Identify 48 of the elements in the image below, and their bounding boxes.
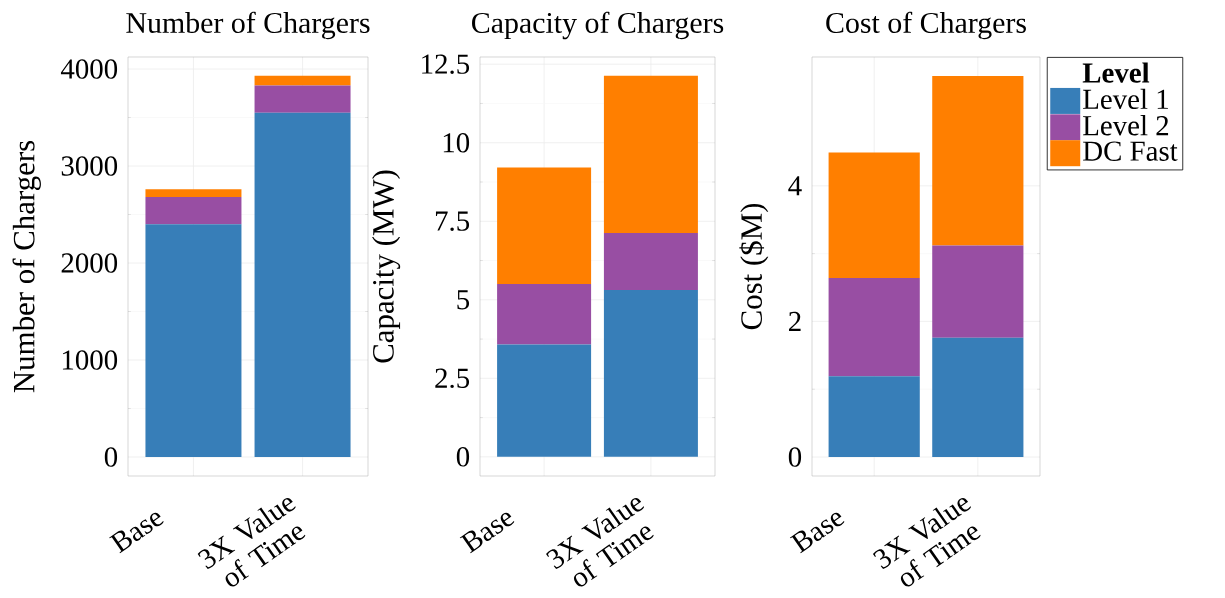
x-tick-label: Base	[109, 512, 164, 554]
bar	[932, 337, 1024, 458]
y-tick-label: 5	[457, 290, 470, 310]
bar	[603, 75, 698, 233]
bar	[497, 167, 592, 285]
bar	[254, 85, 351, 113]
bar	[497, 284, 592, 345]
bar	[828, 278, 920, 377]
bar	[603, 290, 698, 457]
y-tick-label: 2.5	[435, 368, 470, 389]
bar	[145, 197, 242, 225]
chart-title: Number of Chargers	[126, 11, 370, 40]
legend-label: DC Fast	[1083, 141, 1178, 161]
bar	[932, 75, 1024, 246]
y-tick-label: 1000	[62, 350, 118, 370]
y-tick-label: 2000	[61, 253, 118, 273]
y-tick-label: 2	[789, 311, 801, 331]
bar	[254, 112, 351, 457]
y-tick-label: 0	[104, 447, 118, 467]
y-tick-label: 4000	[60, 59, 118, 79]
y-tick-label: 4	[788, 176, 802, 196]
y-tick-label: 0	[788, 447, 802, 467]
chart-title: Cost of Chargers	[826, 11, 1026, 40]
legend-title: Level	[1082, 62, 1150, 83]
y-tick-label: 7.5	[435, 211, 470, 231]
x-tick-label: Base	[789, 512, 845, 554]
bar	[828, 376, 920, 458]
legend-label: Level 1	[1083, 88, 1168, 110]
y-tick-label: 0	[456, 447, 470, 467]
y-tick-label: 12.5	[422, 54, 470, 74]
y-axis-title: Capacity (MW)	[372, 170, 401, 363]
legend-label: Level 2	[1083, 115, 1169, 136]
y-tick-label: 10	[443, 132, 470, 153]
bar	[497, 344, 592, 457]
bar	[145, 224, 242, 457]
chart-title: Capacity of Chargers	[472, 11, 724, 40]
y-tick-label: 3000	[61, 156, 118, 176]
bar	[603, 232, 698, 291]
x-tick-label: 3X Value of Time	[197, 497, 306, 587]
bar	[145, 189, 242, 198]
bar	[932, 245, 1024, 338]
x-tick-label: 3X Value of Time	[872, 497, 981, 587]
y-axis-title: Number of Chargers	[12, 140, 41, 393]
bar	[254, 75, 351, 86]
bar	[828, 152, 920, 279]
x-tick-label: 3X Value of Time	[546, 497, 654, 587]
y-axis-title: Cost ($M)	[739, 203, 769, 330]
x-tick-label: Base	[459, 512, 515, 554]
